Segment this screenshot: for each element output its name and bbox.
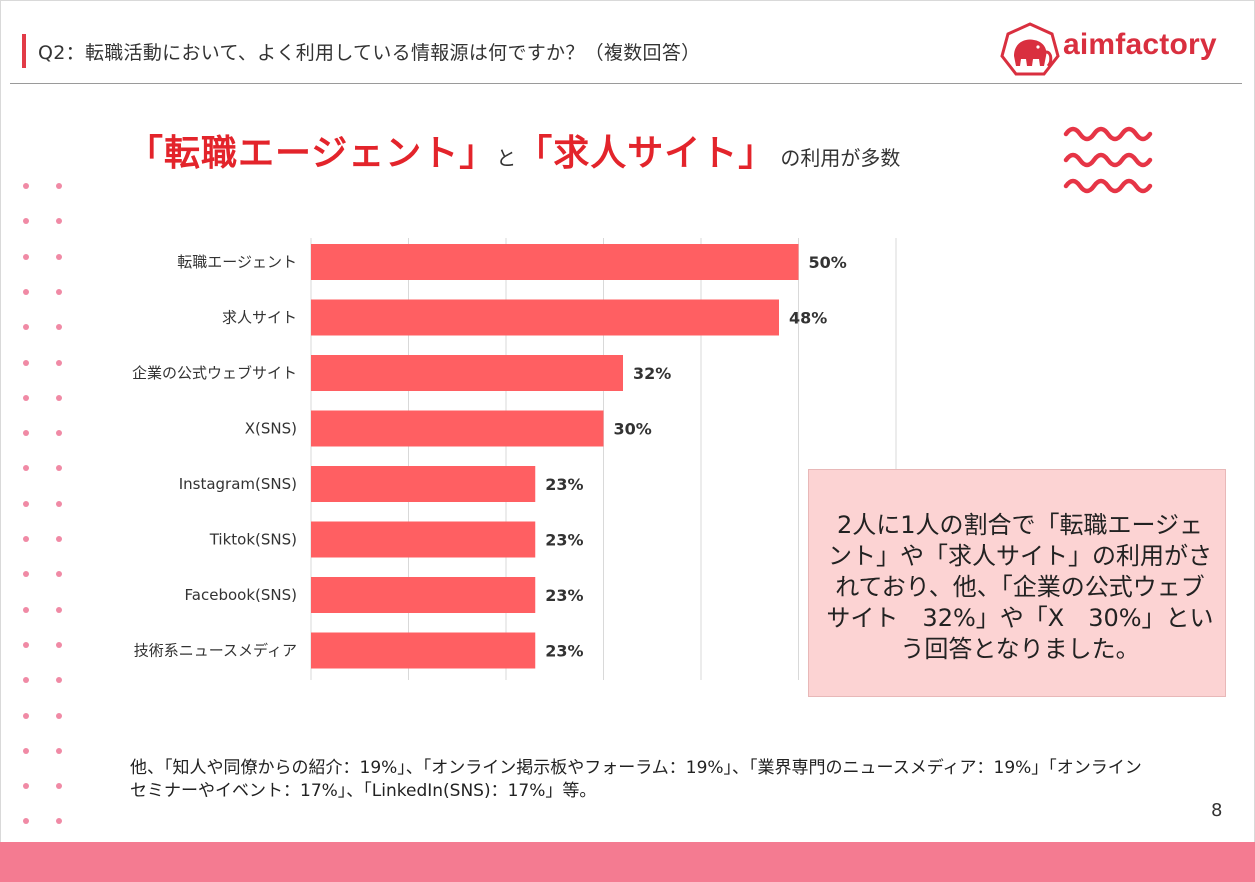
decorative-dot [23, 500, 29, 507]
footer-bar [0, 842, 1255, 882]
decorative-dot [56, 536, 62, 542]
decorative-dot [23, 253, 29, 260]
header-divider [10, 83, 1242, 84]
decorative-dot [23, 747, 29, 754]
decorative-dot [56, 394, 62, 401]
decorative-dot [56, 430, 62, 437]
decorative-dot [23, 818, 29, 825]
decorative-dot [23, 430, 29, 437]
decorative-dot [23, 677, 29, 684]
decorative-dot [56, 818, 62, 825]
decorative-dot [23, 571, 29, 578]
aimfactory-logo: aimfactory [1000, 22, 1225, 78]
decorative-dots [18, 178, 78, 838]
decorative-dot [56, 500, 62, 507]
headline-part2: 「求人サイト」 [516, 133, 776, 174]
decorative-dot [56, 288, 62, 295]
footnote: 他、「知人や同僚からの紹介：19%」、「オンライン掲示板やフォーラム：19%」、… [130, 758, 1142, 801]
page-number: 8 [1211, 800, 1223, 821]
decorative-dot [56, 641, 62, 648]
page-title: Q2：転職活動において、よく利用している情報源は何ですか？（複数回答） [38, 42, 701, 64]
decorative-waves-icon [1063, 126, 1153, 194]
headline-suffix: の利用が多数 [780, 146, 901, 170]
decorative-dot [23, 536, 29, 542]
decorative-dot [23, 606, 29, 613]
decorative-dot [23, 288, 29, 295]
logo-text: aimfactory [1063, 28, 1217, 61]
decorative-dot [56, 183, 62, 189]
elephant-logo-icon [1000, 22, 1060, 76]
decorative-dot [56, 747, 62, 754]
headline-connector: と [496, 146, 517, 170]
decorative-dot [56, 218, 62, 225]
decorative-dot [23, 359, 29, 366]
headline-part1: 「転職エージェント」 [127, 133, 497, 174]
decorative-dot [23, 641, 29, 648]
decorative-dot [56, 606, 62, 613]
decorative-dot [56, 253, 62, 260]
decorative-dot [23, 183, 29, 189]
decorative-dot [23, 218, 29, 225]
decorative-dot [56, 712, 62, 719]
decorative-dot [56, 359, 62, 366]
decorative-dot [56, 783, 62, 790]
decorative-dot [23, 394, 29, 401]
decorative-dot [56, 465, 62, 472]
header-accent-bar [22, 34, 26, 68]
decorative-dot [23, 712, 29, 719]
decorative-dot [23, 783, 29, 790]
summary-note-text: 2人に1人の割合で「転職エージェント」や「求人サイト」の利用がされており、他、「… [826, 511, 1214, 663]
decorative-dot [56, 571, 62, 578]
decorative-dot [23, 465, 29, 472]
decorative-dot [56, 677, 62, 684]
summary-note: 2人に1人の割合で「転職エージェント」や「求人サイト」の利用がされており、他、「… [808, 469, 1226, 697]
decorative-dot [23, 324, 29, 331]
decorative-dot [56, 324, 62, 331]
headline: 「転職エージェント」と「求人サイト」 の利用が多数 [127, 124, 900, 176]
